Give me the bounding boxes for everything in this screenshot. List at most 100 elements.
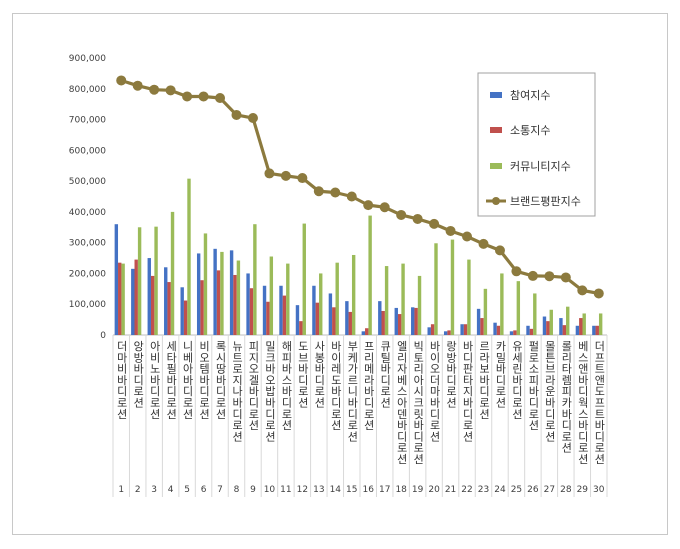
bar xyxy=(467,259,471,335)
brand-point xyxy=(494,245,505,256)
brand-point xyxy=(379,202,390,213)
category-labels: 더 마 비 바 디 로 션 앙 방 바 디 로 션 아 비 노 바 디 로 션 세 타 필 바 디 로 션 니 베 아 바 디 로 션 비 오 템 바 디 로… xyxy=(117,339,605,495)
brand-point xyxy=(396,209,407,220)
bar xyxy=(496,325,501,335)
brand-point xyxy=(363,200,374,211)
y-tick-label: 700,000 xyxy=(69,116,106,126)
bar xyxy=(381,310,385,335)
bar xyxy=(509,331,514,335)
category-number: 26 xyxy=(527,485,539,495)
bar xyxy=(114,224,119,335)
bar xyxy=(213,248,217,335)
bar xyxy=(533,293,537,335)
bar xyxy=(302,223,306,335)
y-tick-label: 500,000 xyxy=(69,177,106,187)
brand-line xyxy=(116,75,604,299)
brand-point xyxy=(116,75,127,86)
y-tick-label: 200,000 xyxy=(69,269,106,279)
category-number: 25 xyxy=(511,485,522,495)
bar xyxy=(549,309,553,335)
category-number: 24 xyxy=(494,485,506,495)
bar xyxy=(348,311,352,335)
bar xyxy=(562,325,567,335)
bar xyxy=(411,307,415,335)
brand-point xyxy=(429,218,440,229)
bar xyxy=(500,273,504,335)
bar xyxy=(137,227,142,335)
legend-label: 커뮤니티지수 xyxy=(510,160,571,173)
bar xyxy=(282,295,287,335)
category-number: 30 xyxy=(593,485,605,495)
category-number: 5 xyxy=(184,485,190,495)
bar xyxy=(150,275,155,335)
brand-point xyxy=(231,109,242,120)
bar xyxy=(246,273,250,335)
brand-point xyxy=(165,85,176,96)
bar xyxy=(378,301,382,335)
brand-point xyxy=(478,238,489,249)
category-number: 16 xyxy=(363,485,375,495)
brand-point xyxy=(215,93,226,104)
bar xyxy=(121,263,125,335)
category-number: 3 xyxy=(151,485,157,495)
bar xyxy=(229,250,234,335)
bar xyxy=(493,322,497,335)
bar xyxy=(397,314,402,335)
category-number: 7 xyxy=(217,485,223,495)
bar xyxy=(328,293,333,335)
bar xyxy=(233,274,237,335)
bar xyxy=(131,268,135,335)
bar xyxy=(529,328,534,335)
brand-point xyxy=(149,84,160,95)
bar xyxy=(368,215,372,335)
bar xyxy=(417,275,422,335)
category-number: 21 xyxy=(445,485,456,495)
bar xyxy=(180,287,184,335)
category-number: 1 xyxy=(118,485,124,495)
brand-point xyxy=(198,91,209,102)
bar xyxy=(582,313,586,335)
bar xyxy=(559,318,563,335)
category-number: 19 xyxy=(412,485,424,495)
category-number: 15 xyxy=(346,485,357,495)
brand-point xyxy=(264,168,275,179)
category-number: 23 xyxy=(478,485,489,495)
category-number: 2 xyxy=(135,485,141,495)
legend-label: 소통지수 xyxy=(510,124,550,137)
legend-swatch xyxy=(490,127,502,133)
bar xyxy=(253,224,257,335)
brand-point xyxy=(313,186,324,197)
legend-marker xyxy=(492,197,500,205)
bar xyxy=(365,328,369,335)
category-number: 6 xyxy=(201,485,207,495)
bar xyxy=(236,260,241,335)
bar xyxy=(269,256,274,335)
brand-point xyxy=(593,288,604,299)
legend-label: 브랜드평판지수 xyxy=(510,195,581,208)
bar xyxy=(266,301,270,335)
bar xyxy=(414,307,418,335)
bar xyxy=(134,259,138,335)
brand-point xyxy=(132,80,143,91)
bar xyxy=(203,233,208,335)
brand-point xyxy=(247,113,258,124)
bar xyxy=(319,273,323,335)
bar xyxy=(430,324,435,335)
bar xyxy=(427,327,431,335)
category-number: 13 xyxy=(313,485,324,495)
